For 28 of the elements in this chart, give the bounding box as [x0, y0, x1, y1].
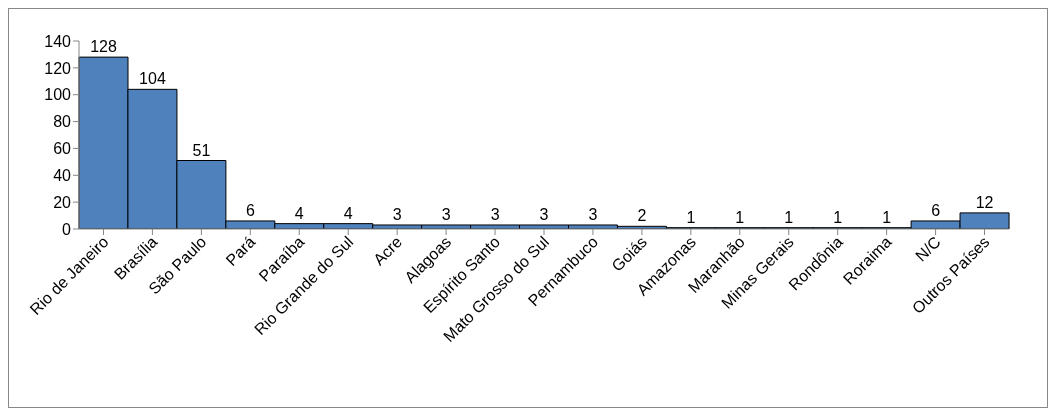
data-label: 4	[294, 204, 304, 222]
data-label: 3	[490, 205, 500, 223]
data-label: 128	[90, 38, 117, 56]
y-tick-label: 140	[44, 32, 72, 50]
data-label: 1	[784, 208, 794, 226]
x-tick-label: N/C	[912, 233, 944, 265]
y-tick-label: 60	[53, 140, 72, 158]
data-label: 1	[833, 208, 843, 226]
data-label: 4	[343, 204, 353, 222]
data-label: 3	[588, 205, 598, 223]
data-label: 3	[392, 205, 402, 223]
y-tick-label: 120	[44, 59, 72, 77]
data-label: 51	[192, 141, 211, 159]
data-label: 3	[539, 205, 549, 223]
data-label: 3	[441, 205, 451, 223]
data-label: 104	[139, 70, 166, 88]
data-label: 1	[735, 208, 745, 226]
data-label: 6	[245, 201, 255, 219]
y-tick-label: 80	[53, 113, 72, 131]
data-label: 2	[637, 207, 647, 225]
y-tick-label: 40	[53, 166, 72, 184]
data-label: 1	[882, 208, 892, 226]
data-label: 6	[931, 201, 941, 219]
data-label: 12	[975, 193, 994, 211]
y-tick-label: 20	[53, 193, 72, 211]
data-label: 1	[686, 208, 696, 226]
y-tick-label: 100	[44, 86, 72, 104]
y-tick-label: 0	[62, 220, 72, 238]
